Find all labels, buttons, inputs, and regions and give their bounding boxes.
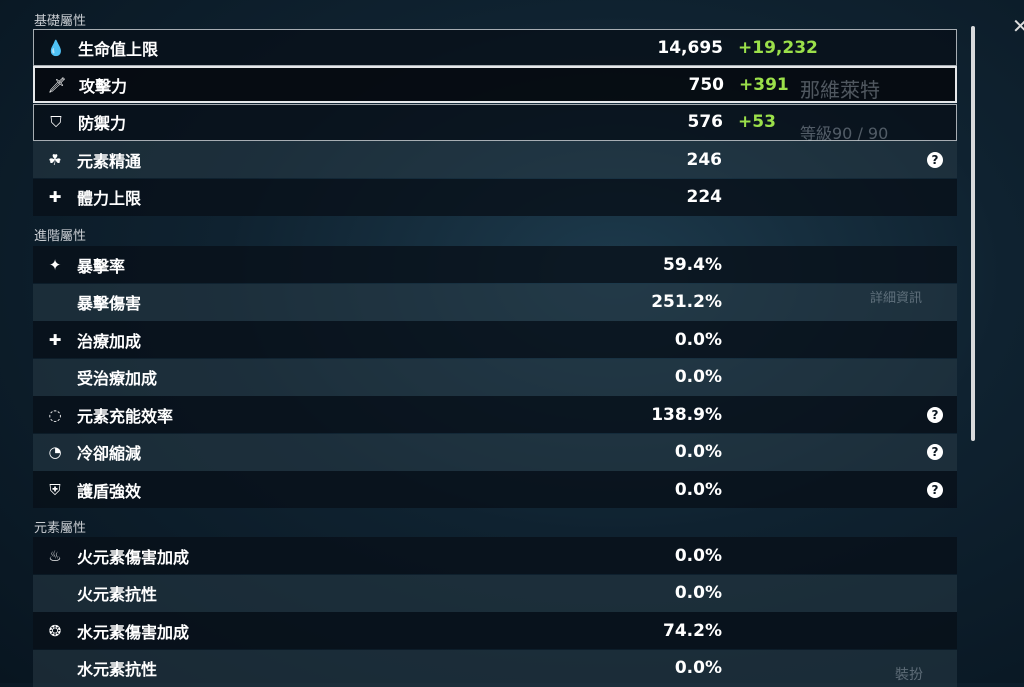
stat-value: 246	[686, 149, 723, 170]
shield-icon: ⛉	[50, 113, 62, 132]
stat-value: 74.2%	[663, 620, 722, 641]
stat-row[interactable]: 水元素抗性 0.0%	[33, 649, 957, 687]
energy-recharge-icon: ◌	[48, 405, 62, 424]
shield-strength-icon: ⛨	[49, 480, 61, 499]
help-icon[interactable]: ?	[927, 481, 943, 498]
stat-label: 暴擊率	[77, 256, 126, 276]
stat-label: 防禦力	[78, 114, 127, 134]
help-icon[interactable]: ?	[927, 151, 943, 168]
stat-row[interactable]: ⛉ 防禦力 576 +53	[33, 103, 957, 141]
stat-value: 138.9%	[651, 404, 722, 425]
stat-row[interactable]: ◔ 冷卻縮減 0.0%?	[33, 433, 957, 471]
stat-value: 0.0%	[674, 367, 722, 387]
stat-value: 14,695	[657, 37, 723, 58]
stat-row[interactable]: ⛨ 護盾強效 0.0%?	[33, 471, 957, 508]
stat-label: 體力上限	[77, 189, 142, 209]
stat-bonus: +391	[739, 74, 789, 95]
stat-row[interactable]: 火元素抗性 0.0%	[33, 574, 957, 612]
stat-value: 251.2%	[651, 292, 722, 312]
stat-label: 元素精通	[77, 151, 142, 171]
section-title-element: 元素屬性	[34, 521, 87, 536]
stat-bonus: +53	[738, 112, 776, 133]
stat-label: 治療加成	[77, 331, 142, 351]
stat-value: 0.0%	[674, 658, 722, 678]
pyro-icon: ♨	[48, 546, 62, 565]
help-icon[interactable]: ?	[927, 406, 943, 423]
stat-value: 576	[687, 112, 724, 133]
sword-icon: 🗡	[47, 75, 67, 94]
stat-row[interactable]: ☘ 元素精通 246?	[33, 141, 957, 179]
stat-label: 暴擊傷害	[77, 294, 142, 313]
healing-cross-icon: ✚	[48, 330, 62, 349]
stat-row[interactable]: 暴擊傷害 251.2%	[33, 283, 957, 321]
stat-label: 火元素抗性	[77, 585, 158, 604]
stat-value: 224	[686, 187, 723, 208]
stat-label: 受治療加成	[77, 369, 158, 388]
stat-row[interactable]: 受治療加成 0.0%	[33, 358, 957, 396]
stat-row[interactable]: ❂ 水元素傷害加成 74.2%	[33, 612, 957, 649]
hydro-icon: ❂	[48, 621, 62, 640]
stat-label: 護盾強效	[77, 481, 142, 501]
crit-rate-icon: ✦	[48, 255, 62, 274]
stat-value: 59.4%	[663, 254, 722, 275]
close-icon[interactable]: ✕	[1012, 14, 1024, 38]
cooldown-icon: ◔	[48, 443, 62, 461]
stat-label: 攻擊力	[79, 76, 128, 96]
hp-droplet-icon: 💧	[46, 38, 66, 57]
section-title-basic: 基礎屬性	[34, 14, 87, 29]
help-icon[interactable]: ?	[927, 444, 943, 460]
stat-value: 0.0%	[674, 442, 722, 462]
stat-label: 元素充能效率	[77, 406, 174, 426]
stat-value: 0.0%	[674, 329, 722, 350]
elemental-mastery-icon: ☘	[48, 150, 62, 169]
stat-row[interactable]: 🗡 攻擊力 750 +391	[33, 66, 957, 104]
stat-row[interactable]: ✦ 暴擊率 59.4%	[33, 246, 957, 283]
section-title-advanced: 進階屬性	[34, 229, 87, 244]
stat-bonus: +19,232	[738, 37, 818, 58]
stat-row[interactable]: ◌ 元素充能效率 138.9%?	[33, 396, 957, 433]
stat-value: 0.0%	[674, 545, 722, 566]
stat-row[interactable]: ✚ 治療加成 0.0%	[33, 321, 957, 358]
stat-label: 水元素傷害加成	[77, 622, 190, 642]
stat-label: 水元素抗性	[77, 660, 158, 679]
stat-label: 火元素傷害加成	[77, 547, 190, 567]
stat-row[interactable]: 💧 生命值上限 14,695 +19,232	[33, 29, 957, 66]
stat-value: 750	[688, 74, 725, 95]
stat-label: 冷卻縮減	[77, 444, 142, 463]
stat-row[interactable]: ♨ 火元素傷害加成 0.0%	[33, 537, 957, 574]
stat-row[interactable]: ✚ 體力上限 224	[33, 178, 957, 216]
stamina-icon: ✚	[48, 188, 62, 207]
stat-value: 0.0%	[674, 583, 722, 603]
scrollbar[interactable]	[971, 26, 975, 441]
stat-value: 0.0%	[674, 479, 722, 500]
stat-label: 生命值上限	[78, 39, 159, 59]
